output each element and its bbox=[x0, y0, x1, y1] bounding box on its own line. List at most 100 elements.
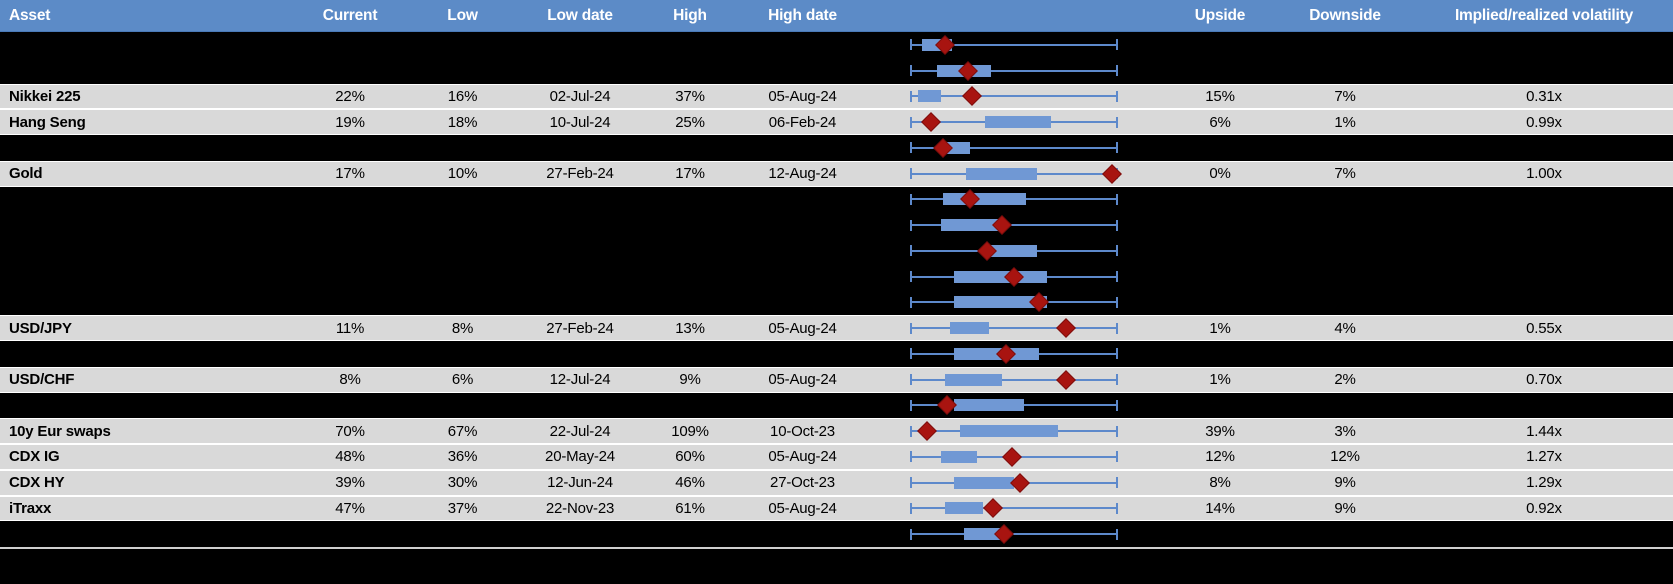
whisker-line bbox=[910, 69, 1118, 72]
interquartile-box bbox=[984, 116, 1052, 129]
interquartile-box bbox=[945, 502, 983, 515]
table-row bbox=[0, 212, 1673, 238]
interquartile-box bbox=[953, 476, 1014, 489]
table-row: USD/JPY 11% 8% 27-Feb-24 13% 05-Aug-24 1… bbox=[0, 315, 1673, 341]
whisker-cap-left-icon bbox=[910, 528, 912, 540]
current-level-diamond-icon bbox=[920, 112, 941, 133]
whisker-cap-right-icon bbox=[1116, 374, 1118, 386]
low-value: 18% bbox=[447, 113, 478, 131]
downside-value: 3% bbox=[1334, 422, 1356, 440]
high-value: 60% bbox=[675, 448, 705, 466]
whisker-cap-left-icon bbox=[910, 116, 912, 128]
downside-value: 1% bbox=[1334, 113, 1356, 131]
whisker-cap-left-icon bbox=[910, 425, 912, 437]
low-date: 20-May-24 bbox=[545, 448, 615, 466]
whisker-cap-left-icon bbox=[910, 142, 912, 154]
whisker-line bbox=[910, 146, 1118, 149]
whisker-cap-left-icon bbox=[910, 65, 912, 77]
whisker-line bbox=[910, 507, 1118, 510]
table-row bbox=[0, 263, 1673, 290]
table-row: CDX IG 48% 36% 20-May-24 60% 05-Aug-24 1… bbox=[0, 444, 1673, 470]
downside-value: 7% bbox=[1334, 165, 1356, 183]
interquartile-box bbox=[945, 373, 1002, 386]
interquartile-box bbox=[953, 399, 1025, 412]
whisker-cap-left-icon bbox=[910, 399, 912, 411]
whisker-cap-right-icon bbox=[1116, 90, 1118, 102]
high-value: 17% bbox=[675, 165, 705, 183]
current-level-diamond-icon bbox=[1101, 163, 1122, 184]
whisker-cap-right-icon bbox=[1116, 245, 1118, 257]
low-date: 27-Feb-24 bbox=[546, 165, 614, 183]
implied-realized-value: 0.92x bbox=[1526, 499, 1562, 517]
table-row bbox=[0, 521, 1673, 547]
asset-name: Gold bbox=[9, 165, 43, 183]
upside-value: 8% bbox=[1209, 474, 1231, 492]
whisker-cap-left-icon bbox=[910, 245, 912, 257]
interquartile-box bbox=[986, 244, 1037, 257]
whisker-cap-right-icon bbox=[1116, 142, 1118, 154]
current-value: 19% bbox=[335, 113, 365, 131]
whisker-line bbox=[910, 327, 1118, 330]
whisker-cap-left-icon bbox=[910, 193, 912, 205]
interquartile-box bbox=[943, 193, 1027, 206]
col-header-high: High bbox=[673, 6, 707, 24]
current-level-diamond-icon bbox=[1056, 369, 1076, 390]
whisker-cap-left-icon bbox=[910, 374, 912, 386]
downside-value: 4% bbox=[1334, 319, 1356, 337]
whisker-cap-right-icon bbox=[1116, 296, 1118, 308]
whisker-cap-left-icon bbox=[910, 348, 912, 360]
whisker-cap-right-icon bbox=[1116, 65, 1118, 77]
whisker-cap-left-icon bbox=[910, 219, 912, 231]
whisker-cap-right-icon bbox=[1116, 528, 1118, 540]
range-chart-cell bbox=[860, 187, 1165, 213]
high-value: 9% bbox=[679, 371, 701, 389]
whisker-cap-right-icon bbox=[1116, 116, 1118, 128]
upside-value: 1% bbox=[1209, 371, 1231, 389]
whisker-line bbox=[910, 95, 1118, 98]
table-row bbox=[0, 238, 1673, 264]
interquartile-box bbox=[947, 141, 971, 154]
range-chart-cell bbox=[860, 445, 1165, 469]
high-value: 109% bbox=[671, 422, 709, 440]
whisker-line bbox=[910, 224, 1118, 227]
low-date: 02-Jul-24 bbox=[549, 87, 611, 105]
table-row bbox=[0, 289, 1673, 316]
upside-value: 39% bbox=[1205, 422, 1235, 440]
interquartile-box bbox=[966, 167, 1037, 180]
range-chart-cell bbox=[860, 85, 1165, 109]
table-row: USD/CHF 8% 6% 12-Jul-24 9% 05-Aug-24 1% … bbox=[0, 366, 1673, 393]
range-chart-cell bbox=[860, 238, 1165, 264]
col-header-asset: Asset bbox=[9, 6, 51, 24]
low-value: 37% bbox=[447, 499, 478, 517]
current-value: 70% bbox=[335, 422, 365, 440]
range-chart-cell bbox=[860, 32, 1165, 58]
whisker-cap-right-icon bbox=[1116, 219, 1118, 231]
range-chart-cell bbox=[860, 110, 1165, 134]
low-date: 10-Jul-24 bbox=[549, 113, 611, 131]
current-level-diamond-icon bbox=[962, 86, 983, 107]
table-row: Nikkei 225 22% 16% 02-Jul-24 37% 05-Aug-… bbox=[0, 83, 1673, 110]
col-header-high-date: High date bbox=[768, 6, 837, 24]
whisker-cap-right-icon bbox=[1116, 39, 1118, 51]
table-row: CDX HY 39% 30% 12-Jun-24 46% 27-Oct-23 8… bbox=[0, 469, 1673, 496]
interquartile-box bbox=[949, 322, 990, 335]
upside-value: 14% bbox=[1205, 499, 1235, 517]
table-row bbox=[0, 186, 1673, 213]
low-value: 36% bbox=[447, 448, 478, 466]
low-value: 6% bbox=[451, 371, 474, 389]
implied-realized-value: 1.27x bbox=[1526, 448, 1562, 466]
low-value: 8% bbox=[451, 319, 474, 337]
col-header-current: Current bbox=[322, 6, 378, 24]
high-value: 13% bbox=[675, 319, 705, 337]
current-level-diamond-icon bbox=[1002, 446, 1022, 467]
downside-value: 7% bbox=[1334, 87, 1356, 105]
high-date: 05-Aug-24 bbox=[768, 499, 837, 517]
range-chart-cell bbox=[860, 419, 1165, 443]
implied-realized-value: 0.55x bbox=[1526, 319, 1562, 337]
high-date: 06-Feb-24 bbox=[768, 113, 837, 131]
low-value: 30% bbox=[447, 474, 478, 492]
table-row bbox=[0, 135, 1673, 161]
table-row bbox=[0, 341, 1673, 367]
interquartile-box bbox=[964, 528, 1002, 541]
current-value: 11% bbox=[335, 319, 365, 337]
